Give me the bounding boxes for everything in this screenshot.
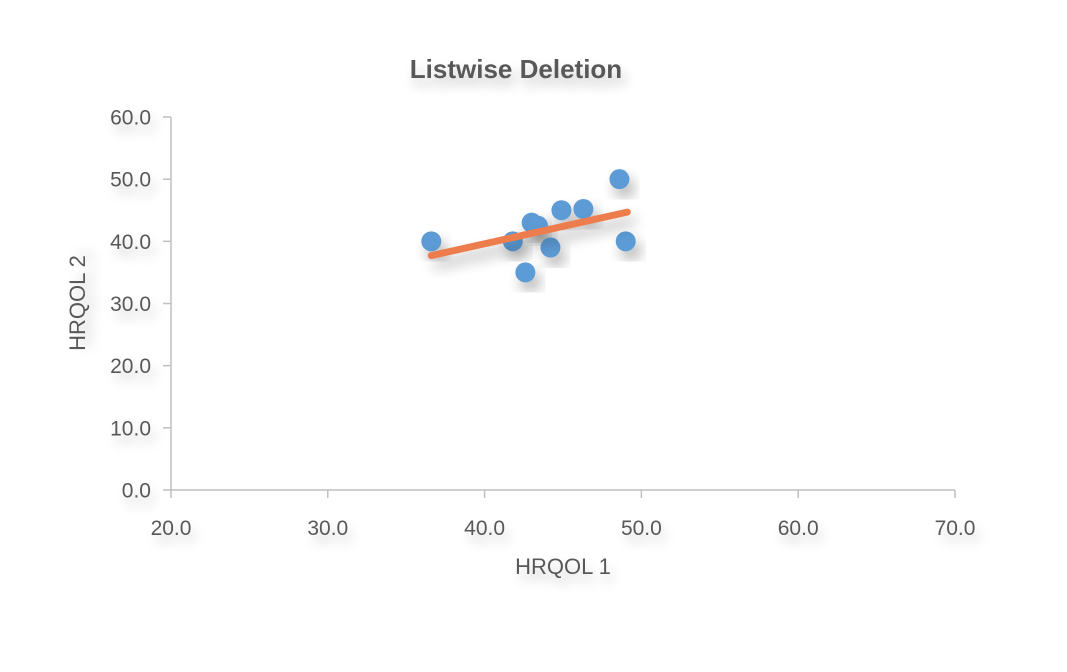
x-tick-label: 70.0 — [935, 517, 976, 540]
y-tick-label: 0.0 — [122, 480, 151, 503]
x-tick-label: 40.0 — [464, 517, 505, 540]
x-axis-ticks: 20.0 30.0 40.0 50.0 60.0 70.0 — [151, 490, 976, 540]
y-axis-title: HRQOL 2 — [65, 255, 90, 351]
trendline — [427, 208, 631, 260]
data-point — [609, 169, 630, 190]
y-axis-ticks: 0.0 10.0 20.0 30.0 40.0 50.0 60.0 — [110, 107, 171, 503]
data-point — [573, 199, 594, 220]
data-point — [515, 262, 536, 283]
data-point — [615, 231, 636, 252]
x-tick-label: 60.0 — [778, 517, 819, 540]
y-tick-label: 50.0 — [110, 169, 151, 192]
y-tick-label: 20.0 — [110, 355, 151, 378]
axes — [170, 117, 955, 491]
x-tick-label: 50.0 — [621, 517, 662, 540]
y-tick-label: 10.0 — [110, 417, 151, 440]
data-point — [421, 231, 442, 252]
y-tick-label: 30.0 — [110, 293, 151, 316]
y-tick-label: 60.0 — [110, 107, 151, 130]
chart-title: Listwise Deletion — [410, 54, 622, 84]
data-point — [540, 237, 561, 258]
trendline-layer — [427, 208, 631, 260]
data-points — [421, 169, 636, 283]
data-point — [551, 200, 572, 221]
y-tick-label: 40.0 — [110, 231, 151, 254]
x-tick-label: 30.0 — [307, 517, 348, 540]
x-axis-title: HRQOL 1 — [515, 554, 611, 579]
x-tick-label: 20.0 — [151, 517, 192, 540]
